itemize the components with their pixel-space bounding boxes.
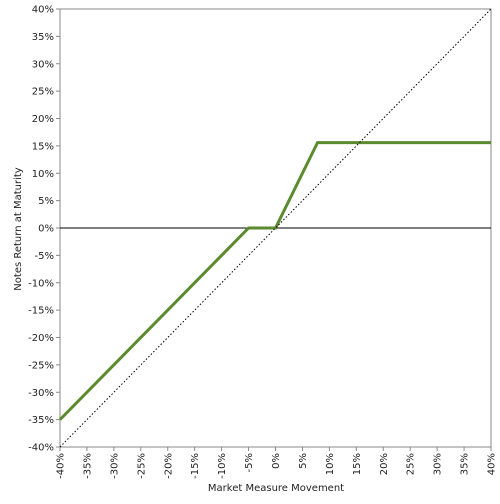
y-tick-label: -5% [35, 251, 54, 262]
x-tick-label: 5% [298, 453, 309, 469]
x-tick-label: -25% [136, 453, 147, 479]
y-tick-label: -40% [28, 443, 54, 454]
y-tick-label: -20% [28, 333, 54, 344]
x-tick-label: -35% [82, 453, 93, 479]
series-layer [58, 8, 492, 448]
reference-diagonal-line [59, 8, 492, 448]
y-tick-label: 5% [38, 196, 54, 207]
y-axis-ticks: 40% 35% 30% 25% 20% 15% 10% 5% 0% -5% -10% -15% -20%… [28, 5, 60, 454]
y-tick-label: 0% [38, 224, 54, 235]
x-tick-label: 10% [325, 453, 336, 475]
x-tick-label: 0% [271, 453, 282, 469]
y-tick-label: 10% [32, 169, 54, 180]
x-tick-label: -10% [217, 453, 228, 479]
y-tick-label: -25% [28, 360, 54, 371]
y-tick-label: -35% [28, 415, 54, 426]
y-tick-label: 15% [32, 141, 54, 152]
x-tick-label: -30% [109, 453, 120, 479]
x-tick-label: 35% [460, 453, 471, 475]
x-axis-title: Market Measure Movement [208, 483, 344, 494]
y-tick-label: 35% [32, 32, 54, 43]
x-axis-ticks: -40% -35% -30% -25% -20% -15% -10% -5% 0% 5% 10% 15… [56, 447, 498, 479]
x-tick-label: 15% [352, 453, 363, 475]
y-tick-label: -10% [28, 278, 54, 289]
x-tick-label: 20% [379, 453, 390, 475]
y-tick-label: 25% [32, 87, 54, 98]
x-tick-label: 30% [433, 453, 444, 475]
x-tick-label: 40% [487, 453, 498, 475]
notes-return-line [58, 141, 491, 421]
y-tick-label: 30% [32, 59, 54, 70]
y-tick-label: 40% [32, 5, 54, 16]
y-axis-title: Notes Return at Maturity [13, 167, 24, 290]
x-tick-label: -15% [190, 453, 201, 479]
x-tick-label: -40% [56, 453, 67, 479]
y-tick-label: -15% [28, 306, 54, 317]
x-tick-label: -20% [163, 453, 174, 479]
y-tick-label: -30% [28, 388, 54, 399]
x-tick-label: 25% [406, 453, 417, 475]
x-tick-label: -5% [244, 453, 255, 472]
y-tick-label: 20% [32, 114, 54, 125]
